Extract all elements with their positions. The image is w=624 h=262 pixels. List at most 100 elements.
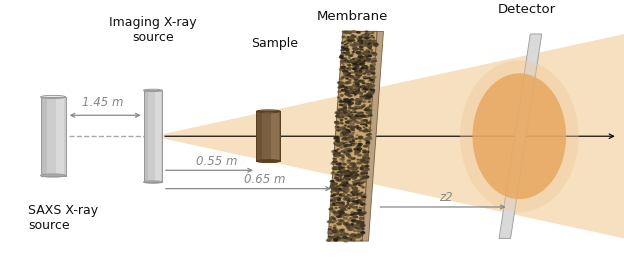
Circle shape [352,198,355,199]
Circle shape [340,179,343,180]
Circle shape [344,99,348,100]
Circle shape [365,138,366,139]
Circle shape [331,172,335,174]
Circle shape [352,65,353,66]
Circle shape [365,83,368,85]
Circle shape [352,194,355,196]
Circle shape [336,212,340,214]
Circle shape [343,183,348,184]
Circle shape [353,183,356,184]
Bar [271,111,279,161]
Circle shape [357,183,359,184]
Circle shape [347,238,351,240]
Circle shape [352,203,356,205]
Circle shape [331,204,335,206]
Circle shape [359,137,361,138]
Circle shape [361,58,363,59]
Circle shape [363,156,368,158]
Circle shape [359,63,364,65]
Circle shape [364,86,366,87]
Circle shape [346,146,348,147]
Circle shape [351,108,354,109]
Circle shape [356,59,360,61]
Circle shape [369,89,374,91]
Circle shape [366,108,369,109]
Circle shape [365,151,369,153]
Circle shape [349,38,351,39]
Circle shape [356,62,358,63]
Circle shape [347,37,349,38]
Circle shape [359,215,362,216]
Circle shape [334,177,338,179]
Circle shape [344,175,348,177]
Circle shape [358,194,361,195]
Text: Membrane: Membrane [317,10,388,24]
Circle shape [345,190,348,192]
Circle shape [359,40,363,42]
Circle shape [339,104,343,106]
Circle shape [371,85,374,86]
Circle shape [353,68,355,69]
Circle shape [346,101,351,102]
Circle shape [351,99,354,101]
Circle shape [354,48,358,50]
Circle shape [343,180,344,181]
Circle shape [364,98,367,99]
Circle shape [351,35,354,36]
Circle shape [330,219,332,220]
Circle shape [363,130,367,132]
Circle shape [342,61,344,62]
Circle shape [369,122,371,123]
Circle shape [342,167,344,168]
Circle shape [345,104,347,105]
Circle shape [356,99,359,100]
Circle shape [345,52,349,54]
Circle shape [363,88,368,90]
Circle shape [355,154,356,155]
Circle shape [338,238,342,240]
Circle shape [367,88,372,90]
Circle shape [349,228,353,230]
Circle shape [345,178,348,180]
Circle shape [351,91,355,93]
Circle shape [371,89,374,91]
Circle shape [358,64,359,65]
Circle shape [368,94,371,95]
Circle shape [351,217,354,219]
Circle shape [356,150,361,152]
Circle shape [361,62,364,63]
Circle shape [370,42,374,44]
Circle shape [342,163,346,165]
Circle shape [373,37,374,38]
Circle shape [341,235,342,236]
Circle shape [332,218,336,220]
Circle shape [346,183,348,184]
Circle shape [354,93,357,94]
Circle shape [349,174,353,176]
Circle shape [335,155,338,156]
Ellipse shape [460,60,578,212]
Circle shape [334,239,337,240]
Circle shape [337,172,339,173]
Ellipse shape [144,89,162,92]
Circle shape [356,146,360,148]
Circle shape [338,234,341,235]
Circle shape [344,181,348,183]
Circle shape [334,121,339,123]
Circle shape [349,127,354,128]
Circle shape [345,173,348,174]
Circle shape [337,216,340,217]
Circle shape [351,215,353,216]
Circle shape [349,136,350,137]
Circle shape [354,92,356,93]
Circle shape [358,231,361,232]
Circle shape [340,238,343,239]
Circle shape [343,112,347,113]
Circle shape [341,82,344,84]
Circle shape [343,128,346,129]
Circle shape [359,175,364,177]
Circle shape [339,189,344,191]
Circle shape [334,152,337,153]
Circle shape [350,89,351,90]
Circle shape [337,129,340,131]
